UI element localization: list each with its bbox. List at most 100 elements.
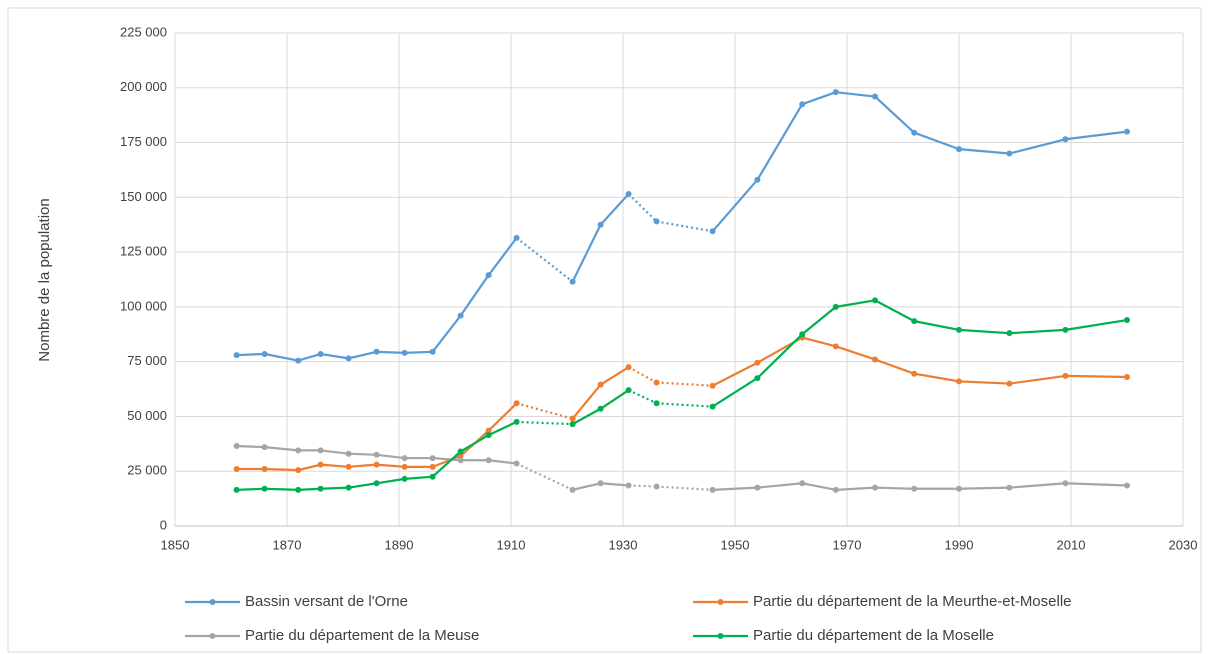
point xyxy=(345,463,352,470)
line-segment xyxy=(348,350,377,360)
point xyxy=(832,486,839,493)
point xyxy=(261,466,268,473)
point xyxy=(373,451,380,458)
line-segment xyxy=(264,487,299,491)
line-segment xyxy=(1065,374,1128,379)
point xyxy=(233,486,240,493)
line-segment xyxy=(376,350,405,355)
point xyxy=(373,461,380,468)
point xyxy=(956,378,962,385)
line-segment xyxy=(874,358,915,375)
line-segment xyxy=(835,299,876,308)
y-axis-label: Nombre de la population xyxy=(36,198,53,361)
point xyxy=(625,364,632,371)
line-segment xyxy=(599,389,630,410)
point xyxy=(872,484,878,491)
line-segment xyxy=(348,482,377,489)
line-segment xyxy=(835,486,876,491)
point xyxy=(1006,484,1013,491)
point xyxy=(295,467,302,474)
line-segment xyxy=(298,487,321,491)
y-tick-label: 175 000 xyxy=(120,134,167,149)
line-segment xyxy=(376,477,405,485)
point xyxy=(295,447,302,454)
line-segment xyxy=(297,352,321,362)
point xyxy=(317,447,324,454)
line-segment xyxy=(571,224,602,283)
line-segment xyxy=(656,402,713,408)
point xyxy=(233,466,240,473)
point xyxy=(429,455,436,462)
point xyxy=(653,400,660,407)
point xyxy=(832,343,839,350)
point xyxy=(569,486,576,493)
point xyxy=(754,359,761,366)
line-segment xyxy=(913,320,960,331)
line-segment xyxy=(628,484,657,488)
point xyxy=(317,461,324,468)
point xyxy=(625,387,632,394)
legend-marker xyxy=(209,633,216,639)
line-segment xyxy=(835,345,876,361)
y-tick-label: 125 000 xyxy=(120,244,167,259)
point xyxy=(799,101,806,108)
line-segment xyxy=(835,91,876,98)
point xyxy=(911,129,918,136)
y-tick-label: 50 000 xyxy=(127,408,167,423)
line-segment xyxy=(628,366,658,384)
point xyxy=(625,482,632,489)
line-segment xyxy=(599,193,630,226)
point xyxy=(401,475,408,482)
line-segment xyxy=(628,389,658,405)
legend-label: Partie du département de la Meuse xyxy=(245,627,479,644)
line-segment xyxy=(515,237,574,283)
line-segment xyxy=(712,377,758,408)
line-segment xyxy=(297,463,321,472)
line-segment xyxy=(264,352,299,362)
legend-label: Bassin versant de l'Orne xyxy=(245,593,408,610)
line-segment xyxy=(432,456,461,462)
line-segment xyxy=(571,383,602,420)
x-tick-label: 1950 xyxy=(721,537,750,552)
point xyxy=(709,403,716,410)
point xyxy=(1062,480,1069,487)
chart-frame xyxy=(7,7,1202,653)
line-segment xyxy=(656,381,713,387)
line-segment xyxy=(1009,482,1066,489)
line-segment xyxy=(516,420,573,426)
point xyxy=(569,415,576,422)
y-tick-label: 225 000 xyxy=(120,24,167,39)
point xyxy=(1124,374,1130,381)
line-segment xyxy=(712,486,758,491)
line-segment xyxy=(914,372,960,383)
line-segment xyxy=(656,485,713,491)
point xyxy=(799,331,806,338)
point xyxy=(373,348,380,355)
point xyxy=(569,278,576,285)
point xyxy=(261,350,268,357)
point xyxy=(956,146,962,153)
point xyxy=(799,480,806,487)
x-tick-label: 1910 xyxy=(497,537,526,552)
x-tick-label: 1850 xyxy=(161,537,190,552)
point xyxy=(709,228,716,235)
point xyxy=(429,348,436,355)
line-segment xyxy=(711,179,759,233)
point xyxy=(1062,326,1069,333)
line-segment xyxy=(236,352,265,357)
line-segment xyxy=(1009,374,1066,385)
legend-label: Partie du département de la Meurthe-et-M… xyxy=(753,593,1072,610)
line-segment xyxy=(487,237,518,276)
point xyxy=(653,379,660,386)
line-segment xyxy=(459,274,490,317)
line-segment xyxy=(487,402,518,432)
line-segment xyxy=(264,467,299,472)
line-segment xyxy=(1065,130,1128,141)
point xyxy=(956,326,962,333)
point xyxy=(457,457,464,464)
point xyxy=(872,93,878,100)
x-tick-label: 1870 xyxy=(273,537,302,552)
point xyxy=(485,432,492,439)
legend-marker xyxy=(717,633,724,639)
point xyxy=(345,355,352,362)
